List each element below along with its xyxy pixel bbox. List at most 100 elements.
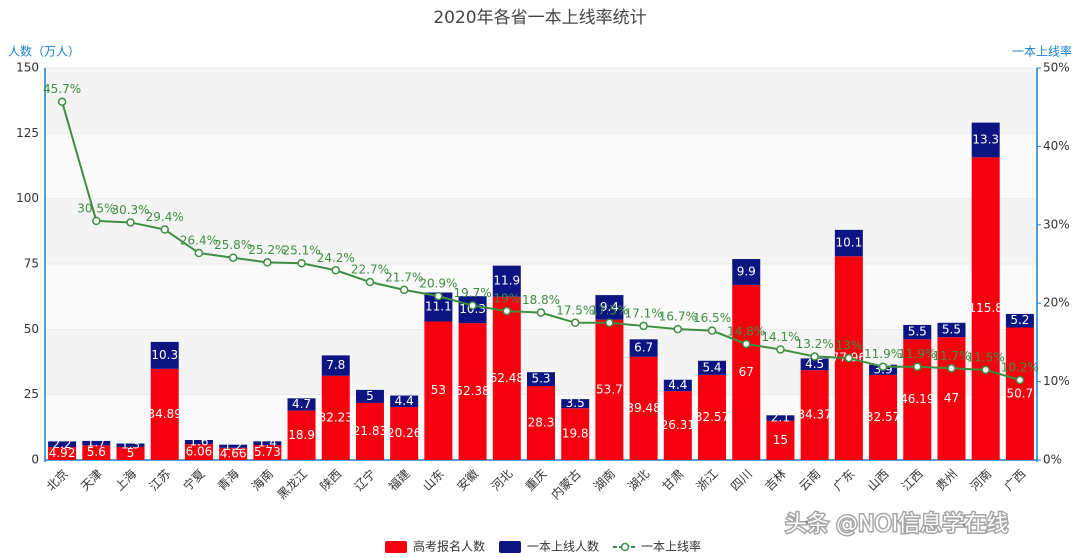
bar-value-label: 46.19: [900, 392, 934, 406]
grid-band: [45, 264, 1037, 330]
rate-point: [126, 218, 135, 227]
bar-value-label: 2.1: [771, 411, 790, 425]
rate-point: [810, 352, 819, 361]
bar: [595, 319, 624, 460]
x-tick-label: 青海: [214, 466, 242, 494]
bar: [116, 443, 145, 447]
bar-value-label: 67: [739, 365, 754, 379]
bar: [766, 415, 795, 421]
bar-value-label: 5.3: [531, 372, 550, 386]
bar-value-label: 53: [431, 383, 446, 397]
bar: [971, 157, 1000, 460]
bar-value-label: 5.73: [254, 445, 281, 459]
chart-title: 2020年各省一本上线率统计: [433, 8, 646, 28]
bar: [253, 441, 282, 446]
bar: [321, 375, 350, 460]
rate-point: [365, 277, 375, 287]
bar: [663, 379, 692, 392]
bar: [698, 360, 727, 375]
bar: [116, 446, 145, 460]
rate-point: [707, 326, 717, 335]
rate-point: [399, 285, 409, 295]
x-tick-label: 广东: [831, 467, 858, 494]
bar-value-label: 2.2: [53, 437, 72, 451]
bar: [732, 284, 761, 460]
bar-value-label: 1.7: [87, 436, 106, 450]
x-tick-label: 山西: [865, 467, 892, 494]
bar-value-label: 6.7: [634, 341, 653, 355]
bar-value-label: 4.4: [668, 378, 687, 392]
rate-label: 14.1%: [761, 330, 799, 344]
x-tick-label: 内蒙古: [548, 466, 584, 502]
rate-point: [536, 308, 546, 317]
bar-value-label: 1.6: [189, 435, 208, 449]
legend-label: 一本上线人数: [527, 539, 599, 554]
bar: [321, 355, 350, 376]
rate-point: [741, 339, 751, 349]
bar-value-label: 115.8: [969, 301, 1003, 315]
rate-point: [981, 365, 990, 375]
bar: [1005, 313, 1034, 328]
x-tick-label: 江苏: [146, 467, 173, 494]
bar-value-label: 20.26: [387, 426, 421, 440]
x-tick-label: 重庆: [523, 467, 550, 494]
rate-point: [605, 318, 614, 328]
legend-label: 高考报名人数: [413, 539, 485, 554]
y2-tick-label: 40%: [1043, 139, 1070, 153]
rate-label: 16.7%: [659, 310, 697, 324]
bar-value-label: 7.8: [326, 358, 345, 372]
bar-value-label: 1.4: [258, 436, 277, 450]
bar-value-label: 4.5: [805, 357, 824, 371]
x-tick-label: 陕西: [317, 466, 345, 494]
bar: [766, 420, 795, 460]
rate-label: 11.9%: [864, 347, 902, 361]
watermark: 头条 @NOI信息学在线: [785, 512, 1008, 537]
bar: [253, 445, 282, 460]
bar: [527, 386, 555, 460]
rate-label: 11.9%: [898, 347, 936, 361]
x-tick-label: 天津: [78, 467, 105, 494]
bar: [150, 368, 179, 460]
bar-value-label: 5: [366, 389, 374, 403]
bar-value-label: 5: [127, 446, 135, 460]
x-tick-label: 云南: [796, 466, 824, 494]
bar: [355, 402, 384, 460]
rate-label: 45.7%: [43, 82, 81, 96]
y-tick-label: 0: [31, 453, 39, 467]
bar-value-label: 6.06: [186, 445, 213, 459]
bar-value-label: 5.2: [1010, 313, 1029, 327]
bar-value-label: 26.31: [661, 418, 695, 432]
x-tick-label: 上海: [112, 466, 140, 494]
rate-point: [331, 266, 341, 275]
rate-label: 11.5%: [967, 350, 1005, 364]
bar: [800, 370, 829, 460]
bar-value-label: 1.2: [224, 439, 243, 453]
y2-tick-label: 10%: [1043, 374, 1070, 388]
y-tick-label: 100: [16, 191, 39, 205]
bar: [663, 391, 692, 460]
rate-point: [194, 248, 204, 258]
bar: [184, 439, 213, 445]
rate-label: 16.5%: [693, 311, 731, 325]
rate-point: [468, 301, 477, 310]
rate-label: 17.5%: [556, 303, 594, 317]
bar: [48, 441, 77, 448]
x-tick-label: 河北: [489, 467, 516, 494]
rate-label: 13%: [836, 339, 863, 353]
bar-value-label: 34.89: [148, 407, 182, 421]
bar: [287, 410, 316, 460]
bar-value-label: 18.9: [288, 428, 315, 442]
rate-label: 21.7%: [385, 270, 423, 284]
bar: [869, 374, 898, 460]
bar-value-label: 9.9: [737, 264, 756, 278]
x-tick-label: 宁夏: [180, 466, 208, 494]
bar-value-label: 19.8: [562, 427, 589, 441]
bar-value-label: 13.3: [972, 132, 999, 146]
grid-band: [45, 133, 1037, 199]
rate-label: 19%: [493, 292, 520, 306]
rate-point: [776, 345, 785, 354]
rate-point: [1015, 375, 1025, 385]
legend-swatch: [499, 541, 522, 553]
y2-tick-label: 0%: [1043, 453, 1062, 467]
